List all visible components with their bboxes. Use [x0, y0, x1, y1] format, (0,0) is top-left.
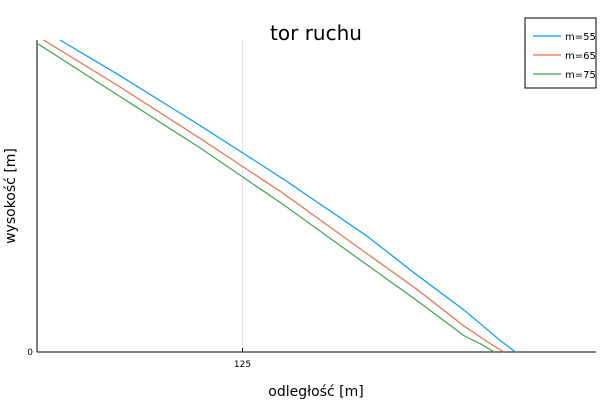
y-tick-label: 0 [27, 348, 33, 358]
series-line-m65 [43, 39, 505, 353]
tick-labels: 125 0 [27, 348, 251, 370]
x-axis-label: odległość [m] [268, 384, 363, 400]
series-line-m75 [36, 42, 495, 353]
chart-title: tor ruchu [270, 21, 362, 45]
y-axis-label: wysokość [m] [3, 148, 19, 244]
legend-box [524, 17, 597, 89]
legend-label-m65: m=65 [565, 51, 596, 62]
x-tick-label: 125 [234, 360, 251, 370]
legend: m=55 m=65 m=75 [524, 17, 597, 89]
series-lines [36, 39, 516, 353]
legend-label-m55: m=55 [565, 32, 596, 43]
legend-label-m75: m=75 [565, 70, 596, 81]
series-line-m55 [59, 39, 516, 353]
